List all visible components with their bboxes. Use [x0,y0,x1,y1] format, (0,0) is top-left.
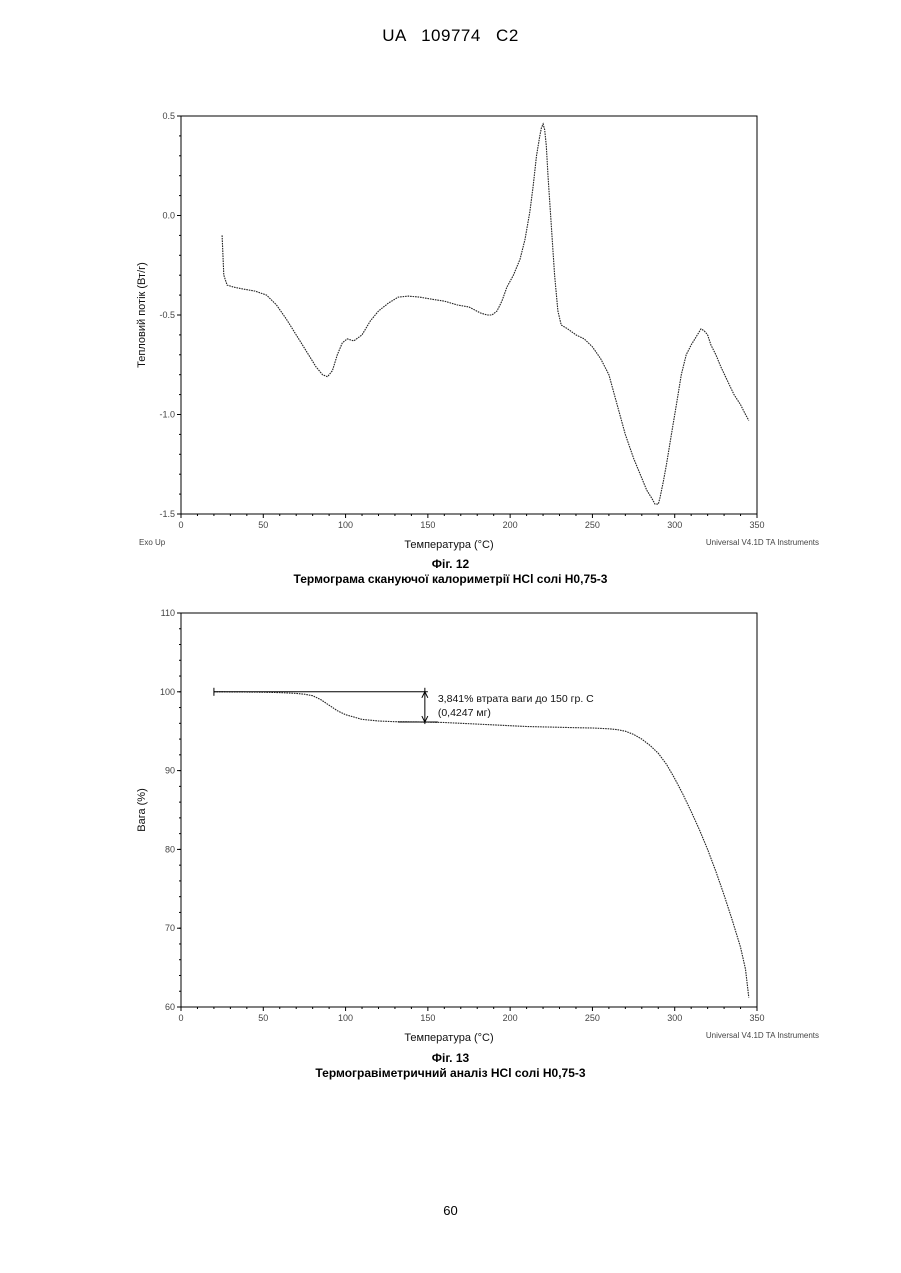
weight-loss-annotation: 3,841% втрата ваги до 150 гр. С [438,693,594,705]
figure-13-caption: Термогравіметричний аналіз HCl солі H0,7… [0,1066,901,1080]
x-tick-label: 200 [503,1013,518,1023]
y-axis-label: Вага (%) [136,788,148,832]
x-axis-label: Температура (°C) [404,539,493,551]
x-tick-label: 150 [420,520,435,530]
x-tick-label: 100 [338,1013,353,1023]
y-tick-label: 0.5 [162,111,175,121]
x-tick-label: 250 [585,520,600,530]
x-tick-label: 200 [503,520,518,530]
plot-frame [181,116,757,514]
figure-12-label: Фіг. 12 [0,557,901,571]
series-line [222,124,749,504]
y-tick-label: 80 [165,844,175,854]
x-tick-label: 150 [420,1013,435,1023]
plot-frame [181,613,757,1007]
y-tick-label: -1.5 [159,509,175,519]
series-line [214,692,749,998]
y-tick-label: 0.0 [162,211,175,221]
x-axis-label: Температура (°C) [404,1032,493,1044]
exo-up-note: Exo Up [139,538,166,547]
x-tick-label: 300 [667,520,682,530]
x-tick-label: 100 [338,520,353,530]
instrument-note: Universal V4.1D TA Instruments [706,538,819,547]
tga-chart: 0 50 100 150 200 250 300 350 110 100 90 80 70 60 Темпе… [136,608,819,1044]
dsc-thermogram-chart: 0 50 100 150 200 250 300 350 0.5 0.0 -0.5 -1.0 -1.5 Т… [136,111,819,551]
y-tick-label: 70 [165,923,175,933]
y-tick-label: -0.5 [159,310,175,320]
x-tick-label: 250 [585,1013,600,1023]
weight-loss-mass-annotation: (0,4247 мг) [438,707,491,719]
y-tick-label: 60 [165,1002,175,1012]
x-tick-label: 50 [258,1013,268,1023]
y-tick-label: -1.0 [159,410,175,420]
x-tick-label: 350 [749,1013,764,1023]
y-axis-label: Тепловий потік (Вт/г) [136,262,148,368]
x-tick-label: 300 [667,1013,682,1023]
x-tick-label: 350 [749,520,764,530]
figure-13-label: Фіг. 13 [0,1051,901,1065]
y-tick-label: 90 [165,766,175,776]
y-tick-label: 100 [160,687,175,697]
y-tick-label: 110 [161,608,175,618]
instrument-note: Universal V4.1D TA Instruments [706,1031,819,1040]
x-tick-label: 0 [178,520,183,530]
figure-12-caption: Термограма скануючої калориметрії HCl со… [0,572,901,586]
x-tick-label: 0 [178,1013,183,1023]
page-number: 60 [0,1203,901,1218]
x-tick-label: 50 [258,520,268,530]
